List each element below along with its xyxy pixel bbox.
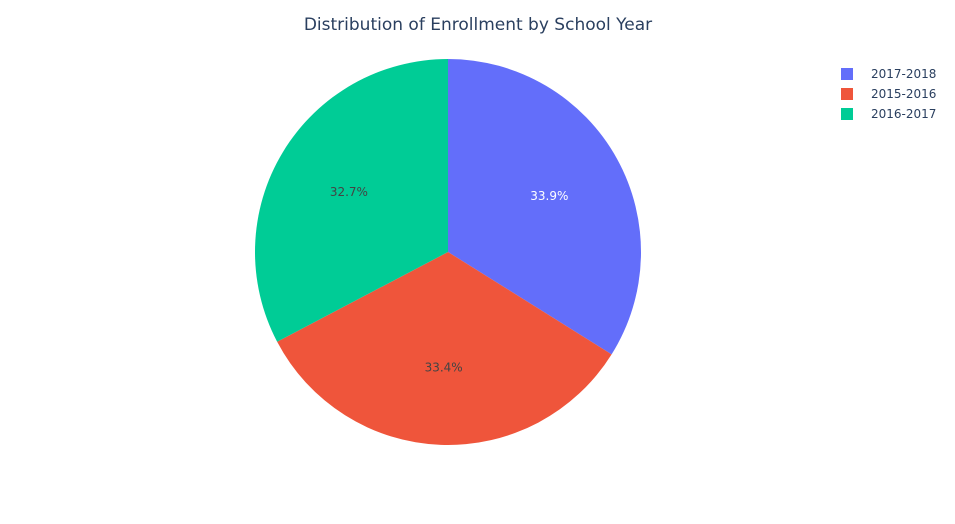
pie-slice-2016-2017[interactable] — [254, 59, 448, 342]
legend-item-2015-2016[interactable]: 2015-2016 — [841, 87, 936, 101]
legend: 2017-2018 2015-2016 2016-2017 — [841, 67, 936, 121]
slice-labels: 33.9% 33.4% 32.7% — [330, 185, 569, 375]
legend-label: 2015-2016 — [871, 87, 936, 101]
slice-label-2015-2016: 33.4% — [425, 361, 463, 375]
chart-title: Distribution of Enrollment by School Yea… — [304, 15, 652, 35]
slice-label-2017-2018: 33.9% — [530, 189, 568, 203]
legend-label: 2016-2017 — [871, 107, 936, 121]
pie-slice-2015-2016[interactable] — [277, 252, 612, 446]
legend-swatch — [841, 108, 853, 120]
pie-slice-2017-2018[interactable] — [448, 59, 641, 355]
legend-item-2017-2018[interactable]: 2017-2018 — [841, 67, 936, 81]
pie-slices — [254, 59, 641, 446]
legend-swatch — [841, 88, 853, 100]
legend-label: 2017-2018 — [871, 67, 936, 81]
legend-item-2016-2017[interactable]: 2016-2017 — [841, 107, 936, 121]
slice-label-2016-2017: 32.7% — [330, 185, 368, 199]
legend-swatch — [841, 68, 853, 80]
